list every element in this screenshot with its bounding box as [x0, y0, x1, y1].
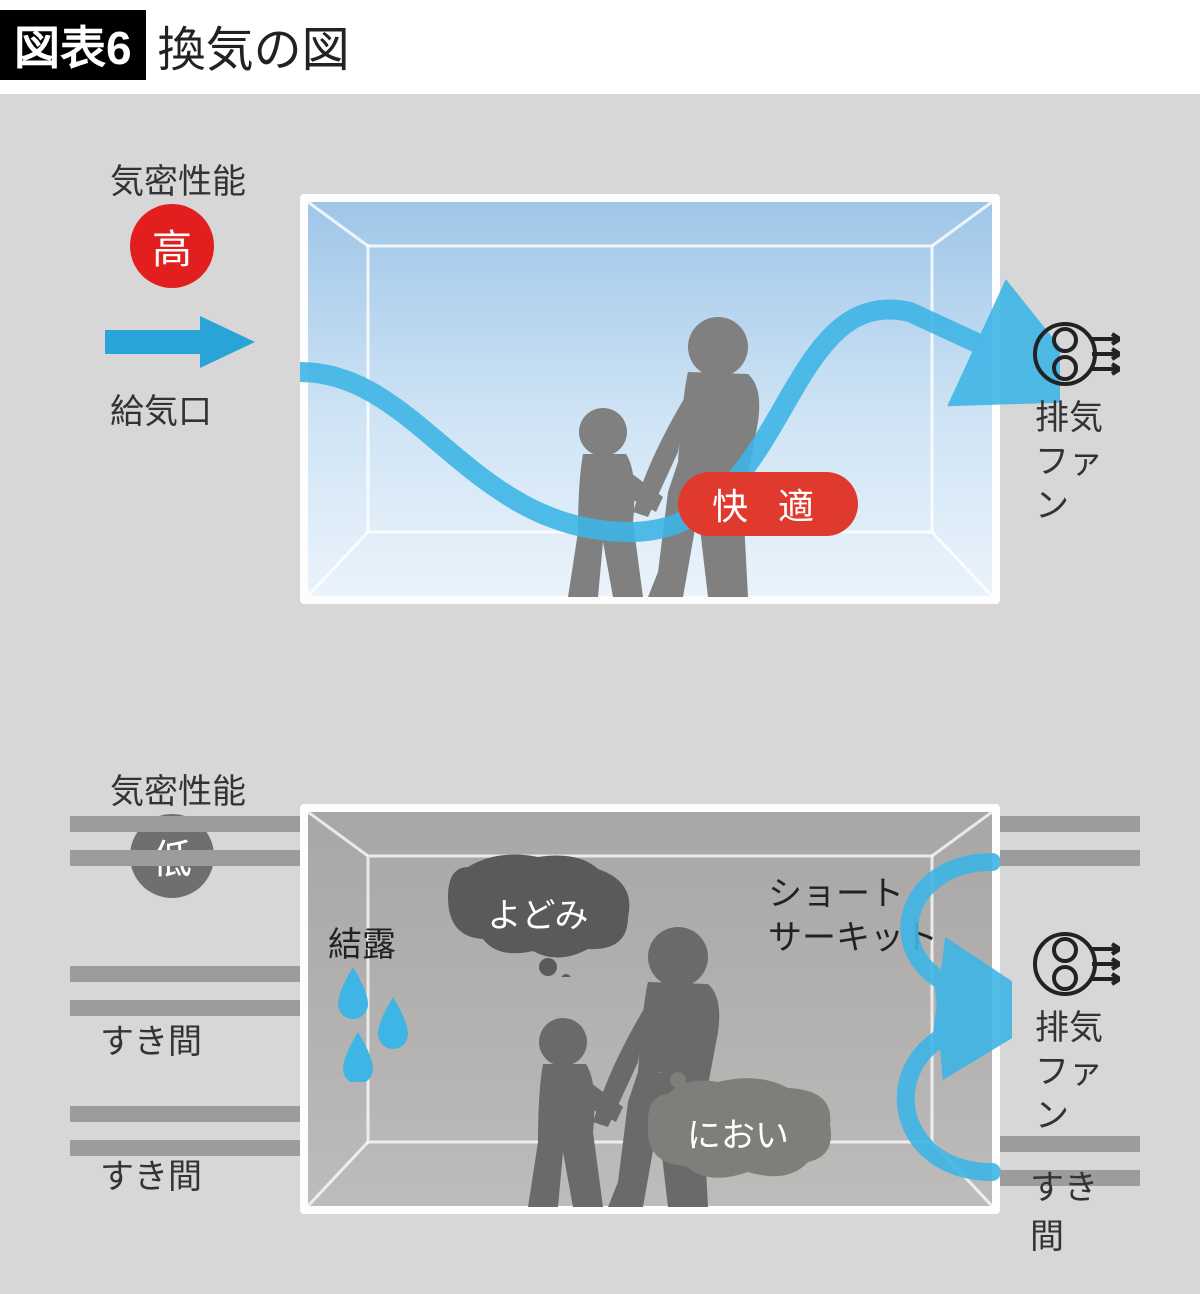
exhaust-fan-label-top: 排気 ファン [1035, 396, 1130, 529]
figure-number-badge: 図表6 [0, 10, 146, 80]
room-box-bottom: 結露 [300, 804, 1000, 1214]
diagram-canvas: 気密性能 高 給気口 [0, 94, 1200, 1294]
exhaust-fan-icon-top [1030, 319, 1120, 389]
gap-label-left-1: すき間 [100, 1014, 202, 1063]
exhaust-fan-icon-bottom [1030, 929, 1120, 999]
water-drops-icon [328, 962, 428, 1082]
comfort-pill: 快 適 [678, 472, 858, 536]
exhaust-fan-label-bottom-l1: 排気 [1035, 1009, 1103, 1047]
stagnation-bubble: よどみ [438, 847, 638, 977]
smell-bubble-text: におい [687, 1108, 789, 1157]
airtightness-label-top: 気密性能 [110, 154, 246, 203]
condensation-label: 結露 [328, 917, 396, 966]
stagnation-bubble-text: よどみ [488, 888, 589, 937]
comfort-pill-text: 快 適 [712, 486, 824, 527]
airflow-curve-top [300, 202, 1060, 596]
airflow-short-circuit-icon [832, 832, 1012, 1202]
exhaust-fan-label-top-l2: ファン [1035, 443, 1103, 525]
figure-title: 換気の図 [158, 10, 350, 80]
gap-label-right: すき間 [1030, 1160, 1130, 1258]
badge-high: 高 [130, 204, 214, 288]
smell-bubble: におい [638, 1072, 838, 1192]
air-inlet-label: 給気口 [110, 384, 212, 433]
panel-high-airtightness: 気密性能 高 給気口 [70, 134, 1130, 634]
figure-header: 図表6 換気の図 [0, 0, 1200, 94]
exhaust-fan-label-bottom-l2: ファン [1035, 1053, 1103, 1135]
room-box-top: 快 適 [300, 194, 1000, 604]
inlet-arrow-icon [100, 312, 260, 372]
exhaust-fan-label-top-l1: 排気 [1035, 399, 1103, 437]
panel-low-airtightness: 気密性能 低 すき間 すき間 [70, 744, 1130, 1244]
badge-high-text: 高 [152, 217, 192, 275]
exhaust-fan-label-bottom: 排気 ファン [1035, 1006, 1130, 1139]
gap-label-left-2: すき間 [100, 1149, 202, 1198]
